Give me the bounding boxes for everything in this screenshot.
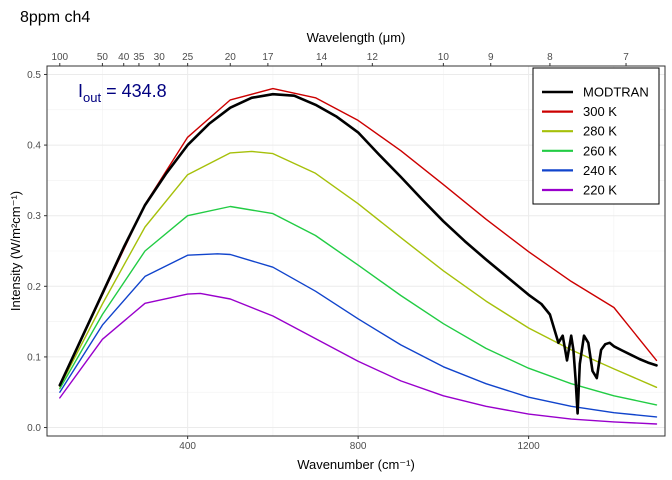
annotation-subscript: out — [83, 90, 101, 105]
top-axis-title: Wavelength (μm) — [307, 30, 406, 45]
y-tick-label: 0.1 — [27, 352, 41, 363]
top-tick-label: 35 — [133, 52, 145, 63]
legend-label-260-k: 260 K — [583, 143, 617, 158]
grid — [47, 66, 665, 436]
x-tick-label: 400 — [179, 441, 196, 452]
legend-label-280-k: 280 K — [583, 124, 617, 139]
legend-label-240-k: 240 K — [583, 163, 617, 178]
y-axis-title: Intensity (W/m²cm⁻¹) — [8, 191, 23, 311]
top-tick-label: 8 — [547, 52, 553, 63]
plot-panel-border — [46, 65, 666, 437]
series-lines — [58, 87, 658, 425]
top-tick-label: 100 — [51, 52, 68, 63]
top-tick-label: 50 — [97, 52, 109, 63]
legend-label-300-k: 300 K — [583, 104, 617, 119]
top-axis: 100 50 40 35 30 25 20 17 14 12 10 9 8 7 — [51, 52, 629, 66]
top-tick-label: 17 — [262, 52, 274, 63]
chart-title: 8ppm ch4 — [20, 9, 90, 26]
top-tick-label: 25 — [182, 52, 194, 63]
top-tick-label: 40 — [118, 52, 130, 63]
series-line-280-k — [59, 150, 658, 388]
x-tick-label: 1200 — [517, 441, 540, 452]
top-tick-label: 9 — [488, 52, 494, 63]
annotation-iout: Iout = 434.8 — [78, 81, 167, 105]
top-tick-label: 30 — [154, 52, 166, 63]
bottom-axis: 400 800 1200 — [179, 436, 540, 452]
left-axis: 0.0 0.1 0.2 0.3 0.4 0.5 — [27, 70, 47, 434]
top-tick-label: 10 — [438, 52, 450, 63]
top-tick-label: 20 — [225, 52, 237, 63]
annotation-value: = 434.8 — [101, 81, 167, 101]
y-tick-label: 0.5 — [27, 70, 41, 81]
legend: MODTRAN 300 K 280 K 260 K 240 K 220 K — [532, 67, 660, 205]
top-tick-label: 12 — [367, 52, 379, 63]
annotation-base: I — [78, 81, 83, 101]
legend-label-220-k: 220 K — [583, 183, 617, 198]
y-tick-label: 0.3 — [27, 211, 41, 222]
x-axis-title: Wavenumber (cm⁻¹) — [297, 457, 415, 472]
y-tick-label: 0.4 — [27, 141, 41, 152]
x-tick-label: 800 — [350, 441, 367, 452]
series-line-260-k — [59, 205, 658, 406]
series-line-modtran — [58, 92, 658, 415]
y-tick-label: 0.2 — [27, 282, 41, 293]
top-tick-label: 14 — [316, 52, 328, 63]
legend-box — [532, 67, 660, 205]
legend-label-modtran: MODTRAN — [583, 85, 649, 100]
y-tick-label: 0.0 — [27, 423, 41, 434]
series-line-240-k — [59, 253, 658, 418]
top-tick-label: 7 — [623, 52, 629, 63]
series-line-220-k — [59, 292, 658, 425]
